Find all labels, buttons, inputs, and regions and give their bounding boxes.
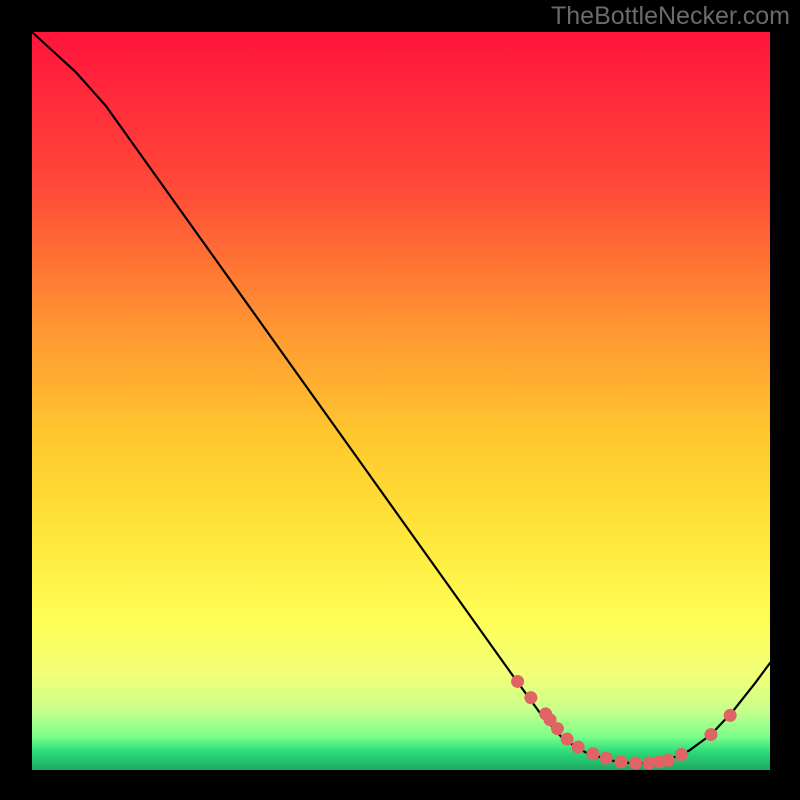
data-marker [551, 722, 564, 735]
data-marker [614, 755, 627, 768]
data-marker [572, 741, 585, 754]
data-marker [586, 747, 599, 760]
data-marker [724, 709, 737, 722]
chart-canvas: TheBottleNecker.com [0, 0, 800, 800]
data-marker [704, 728, 717, 741]
data-marker [662, 754, 675, 767]
data-marker [511, 675, 524, 688]
watermark-text: TheBottleNecker.com [551, 2, 790, 31]
data-marker [629, 756, 642, 769]
data-marker [600, 752, 613, 765]
data-marker [524, 691, 537, 704]
bottleneck-curve [32, 32, 770, 763]
marker-group [511, 675, 737, 770]
plot-area [32, 32, 770, 770]
data-marker [675, 748, 688, 761]
plot-svg-overlay [32, 32, 770, 770]
data-marker [561, 733, 574, 746]
